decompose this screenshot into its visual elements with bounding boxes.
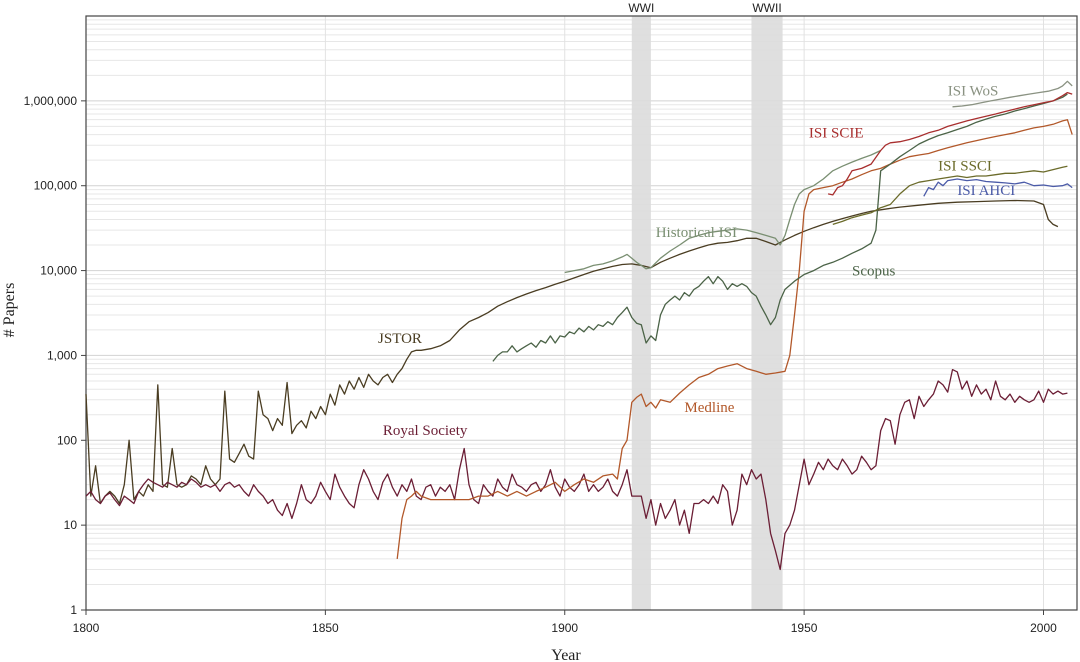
y-tick-label: 1,000 [47,348,77,362]
plot-border [85,15,1078,611]
band-label-wwii: WWII [752,1,781,15]
series-label-jstor: JSTOR [378,331,422,347]
plot-frame [85,15,1078,611]
series-line-isi-ahci [923,178,1073,197]
y-tick-label: 1 [70,603,77,617]
series-label-isi-wos: ISI WoS [948,84,999,100]
series-label-medline: Medline [684,400,734,416]
shaded-band-wwi [631,16,651,610]
y-tick-label: 100 [57,433,77,447]
series-label-isi-scie: ISI SCIE [809,125,864,141]
y-axis-title: # Papers [1,283,18,338]
series-label-historical-isi: Historical ISI [656,225,737,241]
x-axis-ticks: 1800 1850 1900 1950 2000 [73,610,1057,635]
y-tick-label: 10,000 [40,264,77,278]
x-tick-label: 1900 [551,621,578,635]
y-tick-label: 1,000,000 [24,94,78,108]
y-tick-label: 100,000 [34,179,78,193]
series-line-scopus [492,93,1068,362]
series-line-jstor [85,199,1059,505]
shaded-band-wwii [751,16,783,610]
series-line-isi-scie [827,91,1073,196]
shaded-bands: WWI WWII [628,1,783,610]
series-line-isi-ssci [832,165,1068,226]
series-line-medline [396,119,1073,559]
series-label-scopus: Scopus [852,263,896,279]
series-label-isi-ahci: ISI AHCI [957,183,1015,199]
x-axis-title: Year [551,647,581,662]
band-label-wwi: WWI [628,1,654,15]
series-line-historical-isi [564,149,881,274]
x-tick-label: 2000 [1030,621,1057,635]
series-labels: JSTOR Royal Society Medline Scopus Historica… [378,84,1015,439]
series-label-isi-ssci: ISI SSCI [938,158,992,174]
x-tick-label: 1800 [73,621,100,635]
series-lines [85,80,1073,571]
series-line-royal-society [85,368,1068,571]
x-tick-label: 1950 [791,621,818,635]
x-tick-label: 1850 [312,621,339,635]
series-line-isi-wos [952,80,1073,108]
series-label-royal-society: Royal Society [383,423,468,439]
y-tick-label: 10 [64,518,78,532]
y-axis-ticks: 1 10 100 1,000 10,000 100,000 1,000,000 [24,94,86,617]
grid [85,16,1077,611]
